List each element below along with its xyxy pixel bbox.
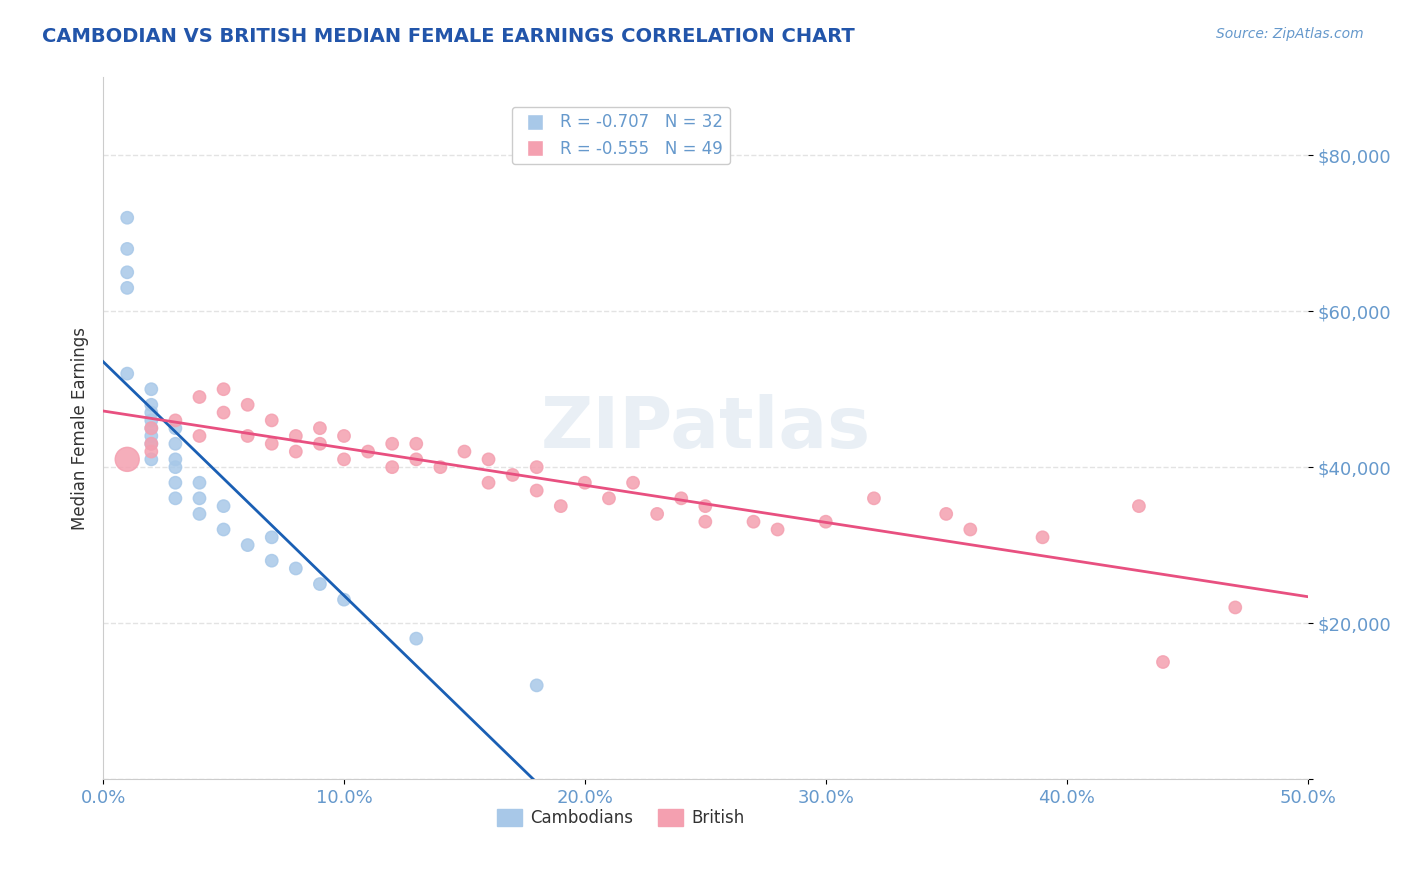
Point bbox=[526, 483, 548, 498]
Point bbox=[284, 561, 307, 575]
Point bbox=[115, 211, 138, 225]
Point bbox=[742, 515, 765, 529]
Point bbox=[405, 632, 427, 646]
Point bbox=[260, 530, 283, 544]
Point bbox=[165, 421, 187, 435]
Point bbox=[260, 436, 283, 450]
Y-axis label: Median Female Earnings: Median Female Earnings bbox=[72, 326, 89, 530]
Point bbox=[236, 538, 259, 552]
Point bbox=[333, 429, 356, 443]
Point bbox=[260, 554, 283, 568]
Point bbox=[260, 413, 283, 427]
Point bbox=[115, 452, 138, 467]
Point bbox=[671, 491, 693, 506]
Point bbox=[814, 515, 837, 529]
Point bbox=[695, 515, 717, 529]
Point bbox=[141, 382, 163, 396]
Point bbox=[309, 577, 332, 591]
Point bbox=[502, 467, 524, 482]
Point bbox=[141, 436, 163, 450]
Point bbox=[188, 429, 211, 443]
Point bbox=[188, 390, 211, 404]
Point bbox=[115, 281, 138, 295]
Point bbox=[453, 444, 475, 458]
Point bbox=[405, 436, 427, 450]
Point bbox=[1032, 530, 1054, 544]
Point bbox=[405, 452, 427, 467]
Point bbox=[141, 429, 163, 443]
Point bbox=[1128, 499, 1150, 513]
Point bbox=[212, 406, 235, 420]
Point bbox=[188, 507, 211, 521]
Point bbox=[141, 413, 163, 427]
Point bbox=[165, 491, 187, 506]
Point bbox=[188, 491, 211, 506]
Point bbox=[115, 242, 138, 256]
Point bbox=[526, 460, 548, 475]
Point bbox=[863, 491, 886, 506]
Point bbox=[477, 475, 499, 490]
Point bbox=[212, 523, 235, 537]
Point bbox=[766, 523, 789, 537]
Point bbox=[959, 523, 981, 537]
Point bbox=[141, 452, 163, 467]
Point bbox=[141, 436, 163, 450]
Point bbox=[935, 507, 957, 521]
Point bbox=[598, 491, 620, 506]
Point bbox=[141, 421, 163, 435]
Point bbox=[309, 421, 332, 435]
Point bbox=[165, 460, 187, 475]
Point bbox=[477, 452, 499, 467]
Point bbox=[188, 475, 211, 490]
Point bbox=[1152, 655, 1174, 669]
Point bbox=[309, 436, 332, 450]
Point bbox=[1225, 600, 1247, 615]
Text: CAMBODIAN VS BRITISH MEDIAN FEMALE EARNINGS CORRELATION CHART: CAMBODIAN VS BRITISH MEDIAN FEMALE EARNI… bbox=[42, 27, 855, 45]
Point bbox=[115, 367, 138, 381]
Point bbox=[381, 436, 404, 450]
Point bbox=[165, 452, 187, 467]
Point bbox=[429, 460, 451, 475]
Point bbox=[212, 499, 235, 513]
Text: Source: ZipAtlas.com: Source: ZipAtlas.com bbox=[1216, 27, 1364, 41]
Point bbox=[236, 398, 259, 412]
Point bbox=[550, 499, 572, 513]
Point bbox=[621, 475, 644, 490]
Point bbox=[333, 452, 356, 467]
Text: ZIPatlas: ZIPatlas bbox=[540, 393, 870, 463]
Point bbox=[357, 444, 380, 458]
Point bbox=[165, 475, 187, 490]
Point bbox=[141, 406, 163, 420]
Legend: Cambodians, British: Cambodians, British bbox=[491, 802, 752, 834]
Point bbox=[695, 499, 717, 513]
Point bbox=[645, 507, 668, 521]
Point bbox=[165, 413, 187, 427]
Point bbox=[284, 429, 307, 443]
Point bbox=[141, 444, 163, 458]
Point bbox=[141, 398, 163, 412]
Point bbox=[236, 429, 259, 443]
Point bbox=[574, 475, 596, 490]
Point bbox=[115, 265, 138, 279]
Point bbox=[141, 421, 163, 435]
Point bbox=[381, 460, 404, 475]
Point bbox=[526, 678, 548, 692]
Point bbox=[165, 436, 187, 450]
Point bbox=[284, 444, 307, 458]
Point bbox=[333, 592, 356, 607]
Point bbox=[212, 382, 235, 396]
